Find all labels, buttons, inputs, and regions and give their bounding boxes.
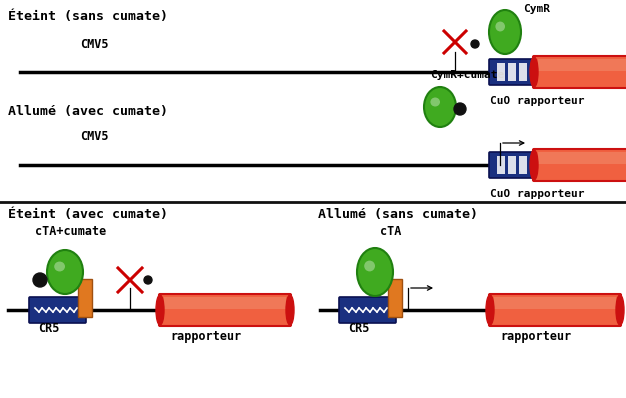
Text: CuO rapporteur: CuO rapporteur [490,96,585,106]
FancyBboxPatch shape [533,56,626,88]
Ellipse shape [156,295,164,325]
FancyBboxPatch shape [489,294,621,326]
Ellipse shape [364,261,375,271]
FancyBboxPatch shape [489,152,533,178]
FancyBboxPatch shape [533,149,626,181]
Bar [519,63,527,81]
Text: CMV5: CMV5 [80,38,108,51]
Ellipse shape [489,10,521,54]
Text: Éteint (avec cumate): Éteint (avec cumate) [8,208,168,221]
FancyBboxPatch shape [339,297,396,323]
Bar [508,156,516,174]
Ellipse shape [357,248,393,296]
Circle shape [33,273,47,287]
Circle shape [471,40,479,48]
Text: CR5: CR5 [38,322,59,335]
Text: CR5: CR5 [348,322,369,335]
Text: CymR: CymR [523,4,550,14]
Circle shape [454,103,466,115]
Text: CymR+cumate: CymR+cumate [430,70,505,80]
Ellipse shape [424,87,456,127]
Bar [164,297,286,309]
Text: cTA+cumate: cTA+cumate [35,225,106,238]
Bar [538,152,626,164]
Ellipse shape [486,295,494,325]
Ellipse shape [495,21,505,31]
Text: Allumé (sans cumate): Allumé (sans cumate) [318,208,478,221]
Ellipse shape [286,295,294,325]
Bar [494,297,616,309]
Ellipse shape [54,261,65,271]
Text: CMV5: CMV5 [80,130,108,143]
Bar [519,156,527,174]
Bar [497,63,505,81]
Bar [538,59,626,71]
Bar [78,279,92,317]
Ellipse shape [530,57,538,87]
FancyBboxPatch shape [29,297,86,323]
Ellipse shape [530,150,538,180]
Bar [388,279,402,317]
Text: rapporteur: rapporteur [500,330,572,343]
Text: rapporteur: rapporteur [170,330,241,343]
Bar [508,63,516,81]
FancyBboxPatch shape [159,294,291,326]
Ellipse shape [616,295,624,325]
Circle shape [144,276,152,284]
Ellipse shape [431,98,440,107]
FancyBboxPatch shape [489,59,533,85]
Text: cTA: cTA [380,225,401,238]
Text: Allumé (avec cumate): Allumé (avec cumate) [8,105,168,118]
Bar [497,156,505,174]
Ellipse shape [47,250,83,294]
Text: Éteint (sans cumate): Éteint (sans cumate) [8,10,168,23]
Text: CuO rapporteur: CuO rapporteur [490,189,585,199]
